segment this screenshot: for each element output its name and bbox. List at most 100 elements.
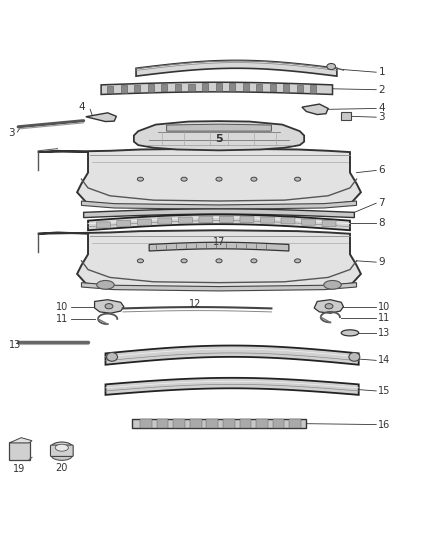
Text: 14: 14 <box>378 356 391 365</box>
Polygon shape <box>106 345 359 365</box>
FancyBboxPatch shape <box>107 86 113 93</box>
Text: 19: 19 <box>13 464 25 474</box>
FancyBboxPatch shape <box>161 84 167 92</box>
FancyBboxPatch shape <box>134 85 141 92</box>
FancyBboxPatch shape <box>121 85 127 93</box>
FancyBboxPatch shape <box>270 84 276 91</box>
FancyBboxPatch shape <box>173 419 185 428</box>
FancyBboxPatch shape <box>281 218 295 224</box>
Ellipse shape <box>216 259 222 263</box>
Polygon shape <box>38 149 361 207</box>
FancyBboxPatch shape <box>297 85 303 92</box>
Polygon shape <box>95 300 124 313</box>
Ellipse shape <box>138 259 144 263</box>
Ellipse shape <box>181 259 187 263</box>
FancyBboxPatch shape <box>199 216 213 223</box>
Text: 2: 2 <box>378 85 385 95</box>
Text: 9: 9 <box>378 257 385 267</box>
Polygon shape <box>132 419 306 428</box>
Ellipse shape <box>105 304 113 309</box>
Ellipse shape <box>324 280 341 289</box>
FancyBboxPatch shape <box>283 84 289 92</box>
FancyBboxPatch shape <box>215 83 222 91</box>
Text: 10: 10 <box>378 302 391 312</box>
Text: 11: 11 <box>378 313 391 323</box>
Ellipse shape <box>97 280 114 289</box>
FancyBboxPatch shape <box>158 218 172 224</box>
Polygon shape <box>166 124 272 131</box>
Text: 3: 3 <box>8 128 14 138</box>
FancyBboxPatch shape <box>341 112 351 120</box>
FancyBboxPatch shape <box>175 84 181 91</box>
Ellipse shape <box>51 442 72 451</box>
Ellipse shape <box>294 177 300 181</box>
Polygon shape <box>149 243 289 251</box>
Polygon shape <box>134 121 304 150</box>
FancyBboxPatch shape <box>261 217 275 223</box>
Ellipse shape <box>216 177 222 181</box>
Text: 20: 20 <box>56 463 68 473</box>
FancyBboxPatch shape <box>289 419 301 428</box>
Polygon shape <box>38 230 361 288</box>
FancyBboxPatch shape <box>273 419 285 428</box>
FancyBboxPatch shape <box>223 419 235 428</box>
FancyBboxPatch shape <box>117 220 131 227</box>
Ellipse shape <box>181 177 187 181</box>
FancyBboxPatch shape <box>96 222 110 228</box>
FancyBboxPatch shape <box>138 219 151 225</box>
FancyBboxPatch shape <box>256 419 268 428</box>
Polygon shape <box>86 113 117 122</box>
FancyBboxPatch shape <box>148 84 154 92</box>
FancyBboxPatch shape <box>206 419 218 428</box>
Text: 17: 17 <box>213 237 225 247</box>
Text: 15: 15 <box>378 386 391 396</box>
Text: 13: 13 <box>10 340 21 350</box>
Polygon shape <box>101 82 332 94</box>
Ellipse shape <box>51 451 72 461</box>
Text: 4: 4 <box>78 102 85 112</box>
Polygon shape <box>10 438 32 443</box>
Ellipse shape <box>294 259 300 263</box>
Ellipse shape <box>106 352 117 361</box>
FancyBboxPatch shape <box>156 419 168 428</box>
FancyBboxPatch shape <box>243 84 249 91</box>
Polygon shape <box>88 215 350 230</box>
FancyBboxPatch shape <box>188 84 194 91</box>
Text: 13: 13 <box>378 328 391 338</box>
Polygon shape <box>302 104 328 115</box>
Ellipse shape <box>138 177 144 181</box>
Ellipse shape <box>349 352 360 361</box>
FancyBboxPatch shape <box>310 85 316 93</box>
FancyBboxPatch shape <box>240 216 254 223</box>
FancyBboxPatch shape <box>50 445 73 456</box>
Ellipse shape <box>341 330 359 336</box>
Text: 5: 5 <box>215 134 223 143</box>
Polygon shape <box>106 378 359 395</box>
FancyBboxPatch shape <box>301 219 315 225</box>
Text: 8: 8 <box>378 218 385 228</box>
Polygon shape <box>81 201 357 209</box>
Ellipse shape <box>251 177 257 181</box>
Text: 12: 12 <box>189 300 201 310</box>
FancyBboxPatch shape <box>178 217 192 223</box>
Ellipse shape <box>55 444 68 451</box>
Text: 7: 7 <box>378 198 385 208</box>
Text: 4: 4 <box>378 103 385 114</box>
Text: 10: 10 <box>56 302 68 312</box>
FancyBboxPatch shape <box>219 216 233 222</box>
Text: 16: 16 <box>378 419 391 430</box>
Polygon shape <box>81 282 357 291</box>
Polygon shape <box>84 209 354 217</box>
FancyBboxPatch shape <box>229 83 235 91</box>
FancyBboxPatch shape <box>140 419 152 428</box>
FancyBboxPatch shape <box>256 84 262 91</box>
Ellipse shape <box>251 259 257 263</box>
FancyBboxPatch shape <box>9 442 29 460</box>
Text: 3: 3 <box>378 112 385 122</box>
FancyBboxPatch shape <box>190 419 201 428</box>
FancyBboxPatch shape <box>240 419 251 428</box>
Text: 6: 6 <box>378 165 385 175</box>
Ellipse shape <box>327 63 336 70</box>
Ellipse shape <box>325 304 333 309</box>
FancyBboxPatch shape <box>322 220 336 227</box>
